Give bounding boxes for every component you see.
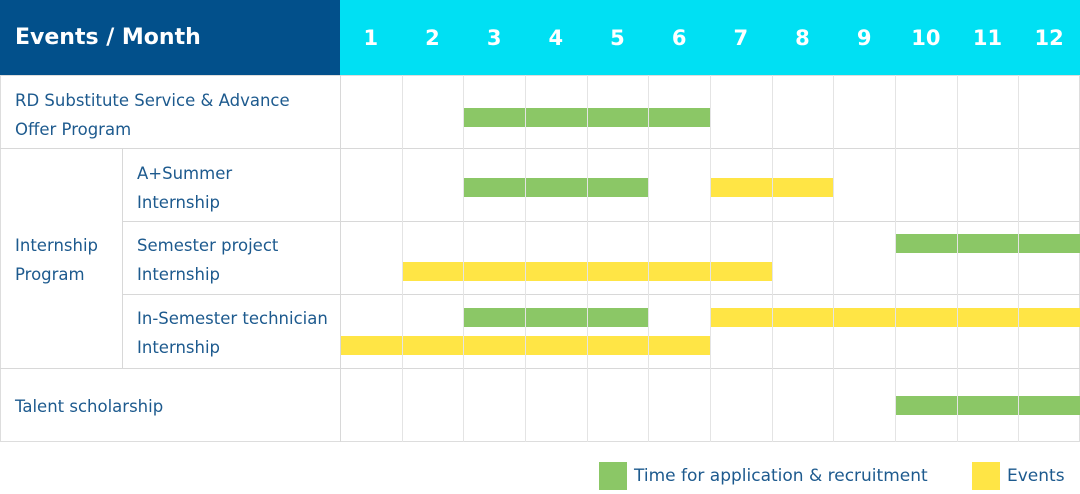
- month-divider: [771, 75, 773, 442]
- month-divider: [956, 75, 958, 442]
- row-divider: [0, 148, 1080, 149]
- month-divider: [586, 75, 588, 442]
- row-label-rd: RD Substitute Service & Advance Offer Pr…: [15, 91, 290, 139]
- row-label-talent: Talent scholarship: [15, 397, 164, 416]
- application-bar: [463, 308, 649, 327]
- month-divider: [525, 75, 526, 442]
- month-divider: [648, 75, 650, 442]
- legend-swatch-events: [972, 462, 1000, 490]
- row-label-semester: Semester project Internship: [137, 236, 279, 284]
- row-label-technician: In-Semester technician Internship: [137, 309, 328, 357]
- label-divider: [340, 75, 341, 442]
- month-divider: [1018, 75, 1020, 442]
- month-divider: [710, 75, 711, 442]
- month-divider: [895, 75, 896, 442]
- month-label-4: 4: [548, 25, 564, 50]
- row-divider: [122, 221, 1080, 222]
- application-bar: [463, 178, 649, 197]
- header-title-text: Events / Month: [15, 25, 201, 50]
- month-label-2: 2: [425, 25, 440, 50]
- month-header: 1 2 3 4 5 6 7 8 9 10 11 12: [340, 0, 1080, 75]
- month-divider: [463, 75, 465, 442]
- row-divider: [122, 294, 1080, 295]
- month-label-10: 10: [911, 25, 941, 50]
- month-divider: [401, 75, 403, 442]
- label-divider: [122, 148, 123, 368]
- month-label-6: 6: [671, 25, 687, 50]
- row-label-summer: A+Summer Internship: [137, 164, 233, 212]
- header-title: Events / Month: [0, 0, 340, 75]
- month-label-7: 7: [733, 25, 749, 50]
- row-divider: [0, 368, 1080, 369]
- legend-swatch-application: [599, 462, 627, 490]
- month-label-1: 1: [363, 25, 379, 50]
- application-bar: [895, 396, 1080, 415]
- month-label-8: 8: [795, 25, 810, 50]
- legend-label-events: Events: [1007, 466, 1065, 486]
- month-label-12: 12: [1034, 25, 1064, 50]
- legend-label-application: Time for application & recruitment: [634, 466, 928, 486]
- month-label-11: 11: [972, 25, 1003, 50]
- row-label-internship: Internship Program: [15, 236, 99, 284]
- month-label-9: 9: [856, 25, 872, 50]
- month-divider: [833, 75, 835, 442]
- month-label-5: 5: [610, 25, 625, 50]
- application-bar: [895, 234, 1080, 253]
- month-label-3: 3: [486, 25, 502, 50]
